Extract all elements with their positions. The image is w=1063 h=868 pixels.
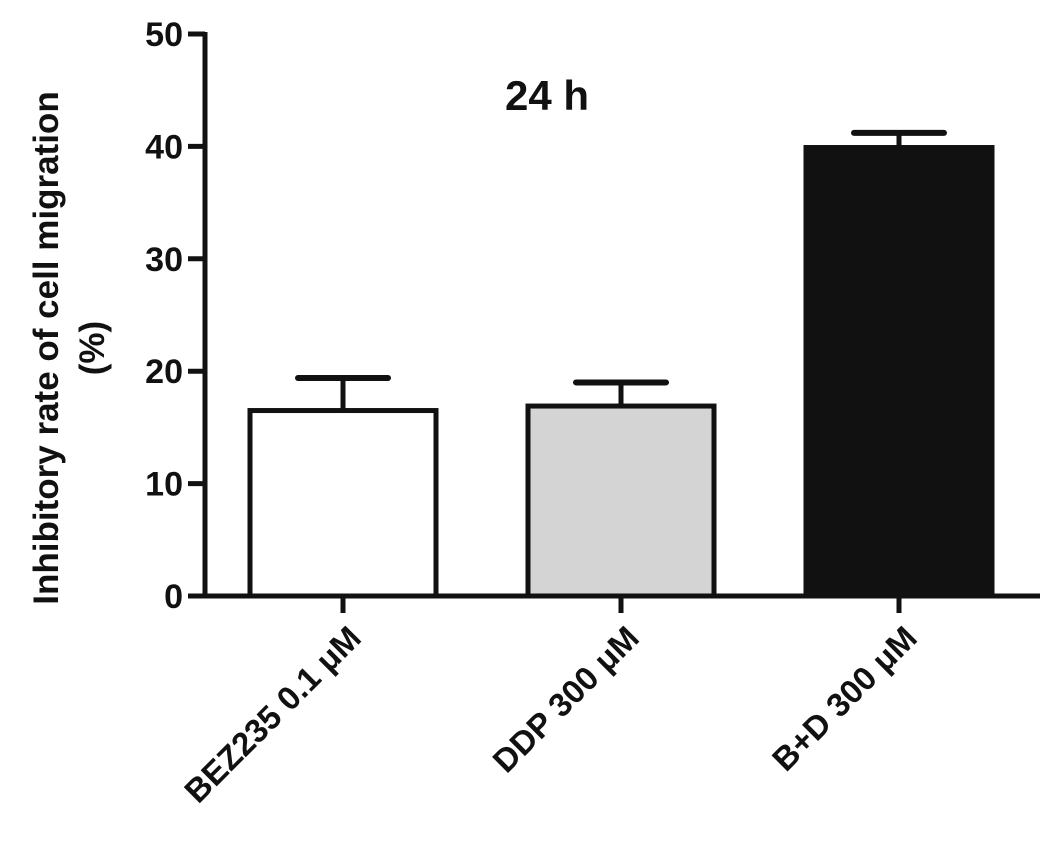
y-tick-label-10: 10 <box>145 466 183 504</box>
y-axis-title: Inhibitory rate of cell migration (%) <box>27 91 112 604</box>
bar-1 <box>247 408 439 599</box>
bar-2 <box>525 403 717 599</box>
y-tick-label-0: 0 <box>164 578 183 616</box>
bar-3 <box>803 145 995 599</box>
y-tick-label-50: 50 <box>145 16 183 54</box>
plot-area: 0 10 20 30 40 50 BEZ235 0.1 μM DDP 300 μM B+D 30… <box>145 16 1040 810</box>
y-axis-title-line1: Inhibitory rate of cell migration <box>27 91 66 604</box>
y-axis-title-line2: (%) <box>73 321 112 375</box>
x-category-label-3: B+D 300 μM <box>765 619 924 778</box>
y-tick-label-40: 40 <box>145 128 183 166</box>
y-tick-label-30: 30 <box>145 241 183 279</box>
chart-title: 24 h <box>505 72 589 119</box>
x-category-label-2: DDP 300 μM <box>485 619 646 780</box>
x-category-label-1: BEZ235 0.1 μM <box>177 619 368 810</box>
y-tick-label-20: 20 <box>145 353 183 391</box>
